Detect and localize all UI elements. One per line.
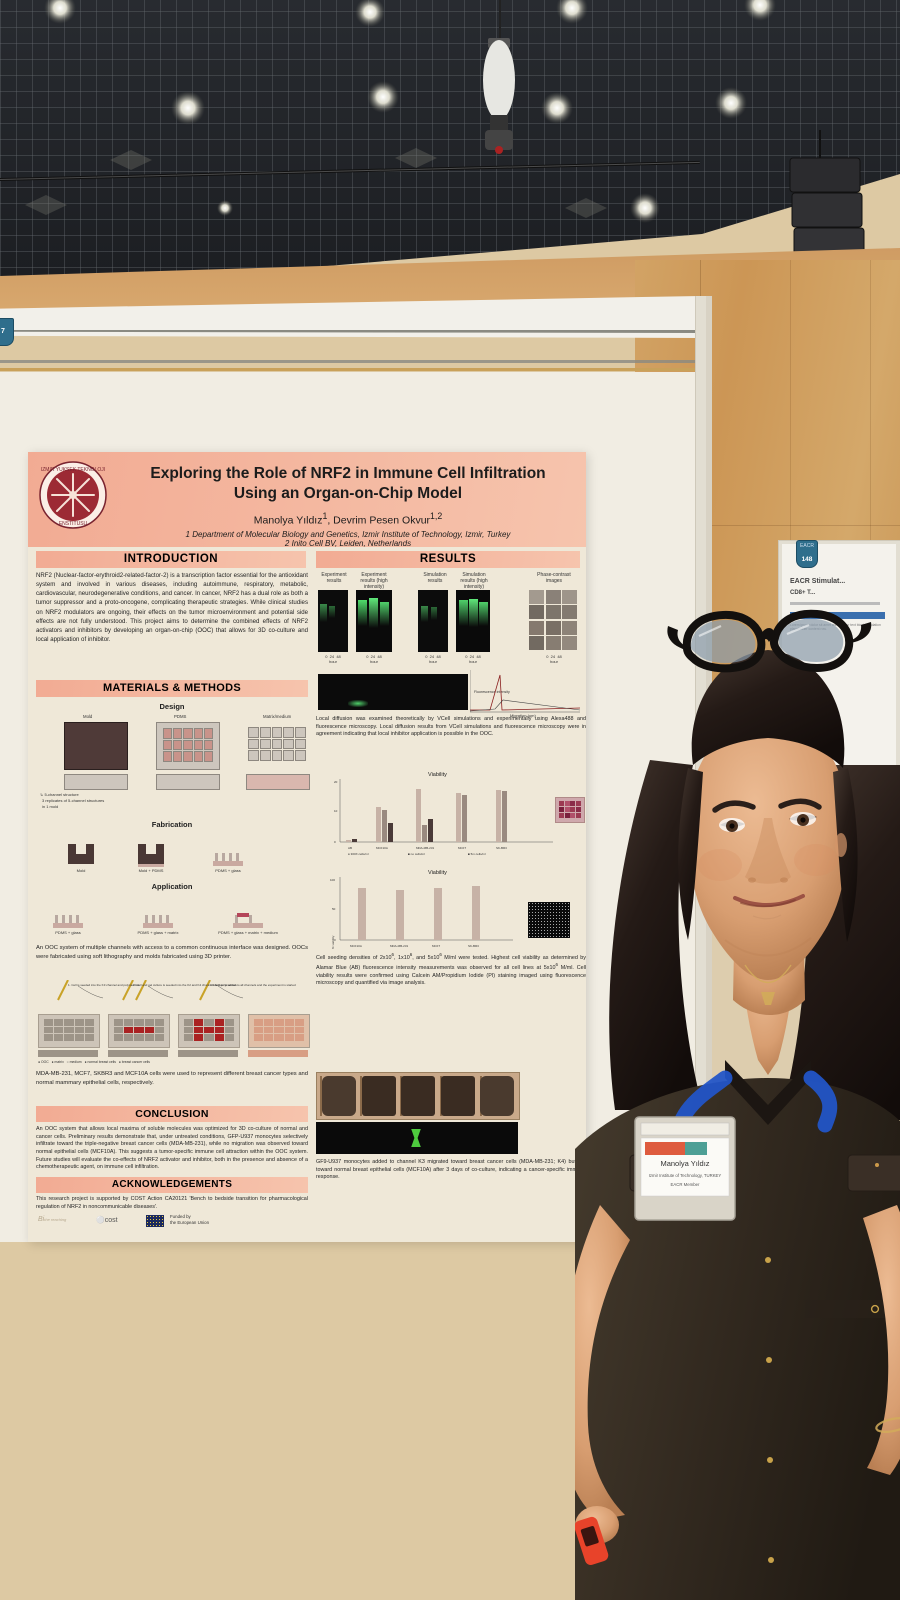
- svg-text:MCF7: MCF7: [432, 944, 440, 948]
- svg-text:Mold + PDMS: Mold + PDMS: [139, 868, 164, 873]
- svg-text:50: 50: [332, 907, 336, 911]
- svg-text:PDMS + glass + matrix + medium: PDMS + glass + matrix + medium: [218, 930, 278, 935]
- svg-text:MCF7: MCF7: [458, 846, 466, 850]
- svg-text:EACR Member: EACR Member: [671, 1182, 700, 1187]
- svg-text:SK-BR3: SK-BR3: [468, 944, 479, 948]
- svg-text:ENSTITUSU: ENSTITUSU: [59, 521, 88, 527]
- svg-text:PDMS + glass: PDMS + glass: [55, 930, 80, 935]
- svg-text:MDA-MB-231: MDA-MB-231: [390, 944, 409, 948]
- svg-text:% viability: % viability: [331, 935, 335, 949]
- svg-text:IZMIR YUKSEK TEKNOLOJI: IZMIR YUKSEK TEKNOLOJI: [41, 467, 105, 473]
- svg-text:MCF10A: MCF10A: [376, 846, 388, 850]
- svg-text:■ no cells/ml: ■ no cells/ml: [408, 852, 425, 856]
- svg-text:● 300X cells/ml: ● 300X cells/ml: [348, 852, 369, 856]
- svg-text:100: 100: [330, 878, 335, 882]
- svg-text:PDMS + glass + matrix: PDMS + glass + matrix: [138, 930, 179, 935]
- svg-text:3. Medium is added to all chan: 3. Medium is added to all channels and t…: [210, 983, 296, 987]
- svg-text:Manolya Yıldız: Manolya Yıldız: [660, 1159, 709, 1168]
- svg-text:AB: AB: [348, 846, 352, 850]
- svg-text:Izmir Institute of Technology,: Izmir Institute of Technology, TURKEY: [649, 1173, 722, 1178]
- svg-text:10: 10: [334, 809, 338, 813]
- svg-text:MDA-MB-231: MDA-MB-231: [416, 846, 435, 850]
- svg-text:20: 20: [334, 780, 338, 784]
- svg-text:■ 5m cells/ml: ■ 5m cells/ml: [468, 852, 486, 856]
- svg-text:MCF10A: MCF10A: [350, 944, 362, 948]
- svg-text:1. Cell is seeded into the K3: 1. Cell is seeded into the K3 channel an…: [68, 983, 140, 987]
- svg-text:PDMS + glass: PDMS + glass: [215, 868, 240, 873]
- svg-text:SK-BR3: SK-BR3: [496, 846, 507, 850]
- svg-text:Mold: Mold: [77, 868, 86, 873]
